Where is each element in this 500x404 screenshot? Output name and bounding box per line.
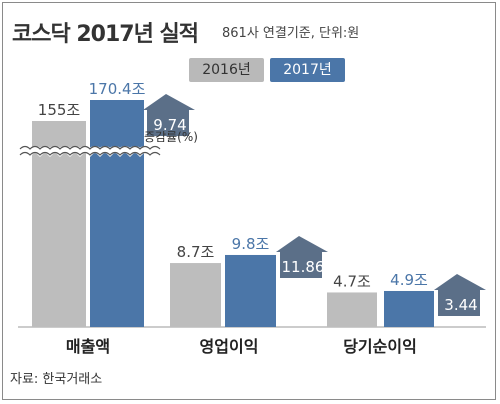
bar-2017-0 bbox=[90, 100, 144, 327]
growth-label-0: 9.74 bbox=[153, 116, 186, 134]
value-label-2016-1: 8.7조 bbox=[177, 243, 215, 261]
value-label-2017-1: 9.8조 bbox=[232, 235, 270, 253]
category-label-2: 당기순이익 bbox=[343, 337, 417, 356]
bar-2017-2 bbox=[384, 290, 434, 327]
growth-label-2: 3.44 bbox=[444, 296, 477, 314]
axis-break-line-top bbox=[19, 145, 161, 150]
category-label-1: 영업이익 bbox=[200, 337, 259, 356]
bar-2016-1 bbox=[170, 263, 221, 327]
value-label-2017-0: 170.4조 bbox=[89, 80, 146, 98]
category-label-0: 매출액 bbox=[66, 337, 110, 356]
legend-2016: 2016년 bbox=[189, 58, 264, 82]
growth-arrow-2 bbox=[434, 274, 486, 316]
legend-2017: 2017년 bbox=[270, 58, 345, 82]
growth-arrow-1 bbox=[276, 236, 328, 278]
axis-break-gap bbox=[17, 146, 163, 157]
chart-subtitle: 861사 연결기준, 단위:원 bbox=[222, 26, 360, 41]
chart-title: 코스닥 2017년 실적 bbox=[12, 22, 199, 47]
growth-arrow-0 bbox=[143, 94, 195, 136]
source-note: 자료: 한국거래소 bbox=[10, 372, 103, 387]
growth-label-1: 11.86 bbox=[282, 258, 325, 276]
bar-2016-2 bbox=[327, 292, 377, 327]
axis-break-line-bottom bbox=[19, 151, 161, 156]
growth-caption: 증감률(%) bbox=[144, 130, 198, 144]
value-label-2016-0: 155조 bbox=[38, 101, 81, 119]
value-label-2017-2: 4.9조 bbox=[390, 271, 428, 289]
bar-2017-1 bbox=[225, 254, 276, 327]
value-label-2016-2: 4.7조 bbox=[333, 272, 371, 290]
